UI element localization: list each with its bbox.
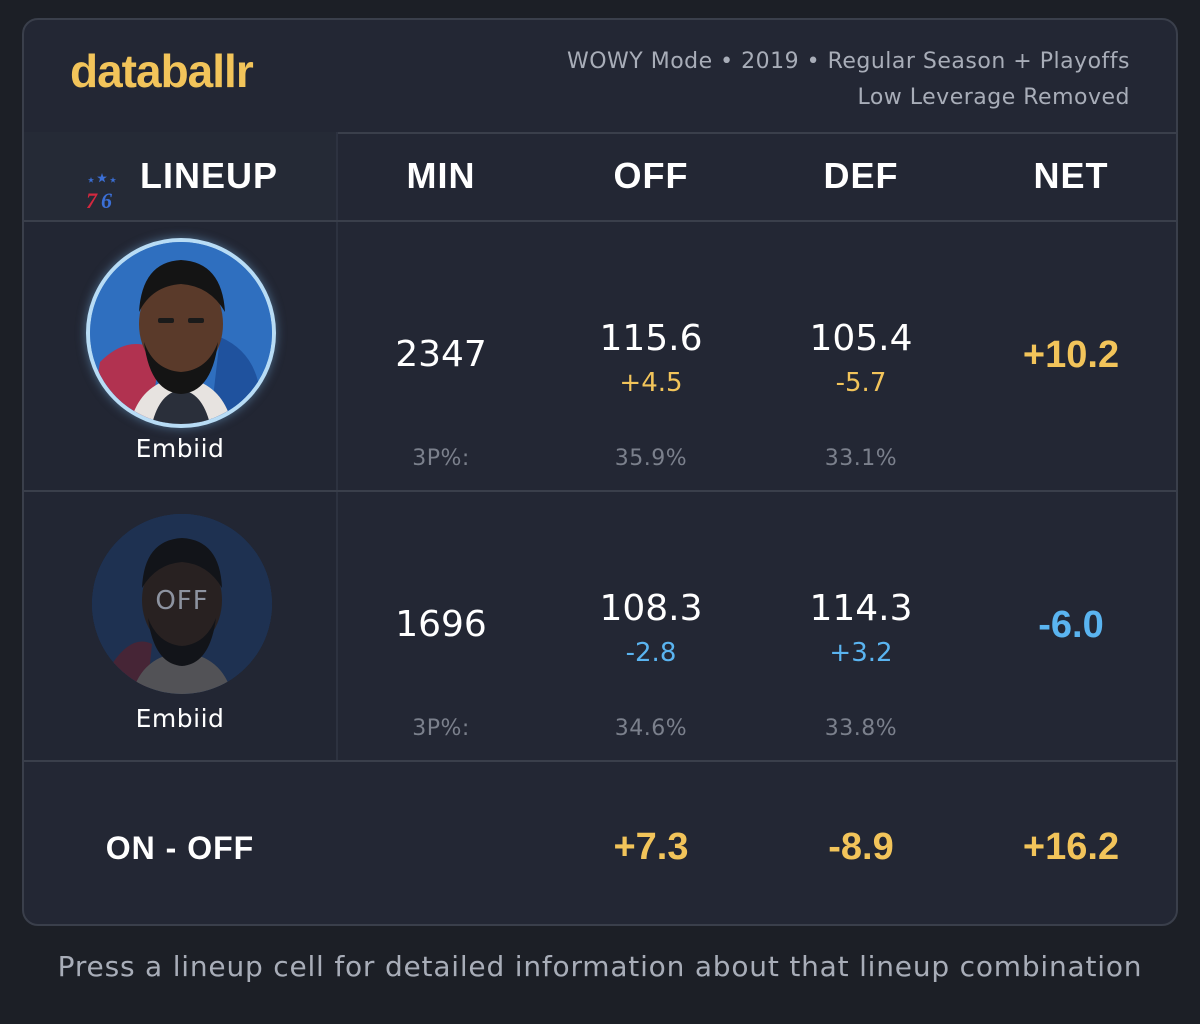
divider bbox=[24, 490, 1176, 492]
player-avatar-embiid-off[interactable]: OFF bbox=[92, 514, 272, 694]
column-header-min[interactable]: MIN bbox=[406, 155, 476, 196]
on-off-off-value: +7.3 bbox=[613, 826, 689, 868]
on-off-def-value: -8.9 bbox=[828, 826, 894, 868]
min-value: 1696 bbox=[395, 604, 487, 645]
sixers-76-logo-icon: 7 6 bbox=[82, 155, 122, 213]
off-three-pct-value: 35.9% bbox=[614, 446, 688, 471]
player-headshot-dimmed-icon bbox=[92, 514, 272, 694]
def-rating-delta: -5.7 bbox=[835, 368, 887, 398]
on-off-label: ON - OFF bbox=[105, 830, 255, 866]
player-name: Embiid bbox=[135, 434, 225, 463]
column-header-lineup: 7 6 LINEUP bbox=[24, 132, 338, 220]
def-rating-value: 105.4 bbox=[809, 318, 913, 359]
filter-summary-line2: Low Leverage Removed bbox=[857, 85, 1130, 110]
def-three-pct-value: 33.8% bbox=[824, 716, 898, 741]
player-headshot-icon bbox=[90, 242, 272, 424]
three-pct-label: 3P%: bbox=[412, 716, 470, 741]
off-rating-delta: +4.5 bbox=[619, 368, 683, 398]
def-rating-delta: +3.2 bbox=[829, 638, 893, 668]
player-avatar-embiid-on[interactable] bbox=[86, 238, 276, 428]
column-header-off[interactable]: OFF bbox=[613, 155, 689, 196]
net-rating-value: -6.0 bbox=[1038, 604, 1104, 646]
player-name: Embiid bbox=[135, 704, 225, 733]
on-off-net-value: +16.2 bbox=[1022, 826, 1120, 868]
column-header-def[interactable]: DEF bbox=[823, 155, 899, 196]
net-rating-value: +10.2 bbox=[1022, 334, 1120, 376]
divider bbox=[24, 760, 1176, 762]
wowy-card: databallr WOWY Mode • 2019 • Regular Sea… bbox=[22, 18, 1178, 926]
card-header: databallr WOWY Mode • 2019 • Regular Sea… bbox=[24, 20, 1176, 134]
off-rating-value: 108.3 bbox=[599, 588, 703, 629]
column-header-net[interactable]: NET bbox=[1033, 155, 1109, 196]
divider bbox=[24, 220, 1176, 222]
svg-text:6: 6 bbox=[101, 188, 113, 211]
def-three-pct-value: 33.1% bbox=[824, 446, 898, 471]
off-three-pct-value: 34.6% bbox=[614, 716, 688, 741]
filter-summary: WOWY Mode • 2019 • Regular Season + Play… bbox=[567, 44, 1130, 116]
column-header-lineup-label: LINEUP bbox=[139, 155, 278, 196]
svg-text:7: 7 bbox=[86, 188, 98, 211]
off-rating-value: 115.6 bbox=[599, 318, 703, 359]
databallr-logo[interactable]: databallr bbox=[70, 45, 254, 97]
three-pct-label: 3P%: bbox=[412, 446, 470, 471]
off-rating-delta: -2.8 bbox=[625, 638, 677, 668]
filter-summary-line1: WOWY Mode • 2019 • Regular Season + Play… bbox=[566, 49, 1130, 74]
min-value: 2347 bbox=[395, 334, 487, 375]
def-rating-value: 114.3 bbox=[809, 588, 913, 629]
footer-hint: Press a lineup cell for detailed informa… bbox=[57, 950, 1143, 983]
off-badge: OFF bbox=[155, 586, 209, 616]
